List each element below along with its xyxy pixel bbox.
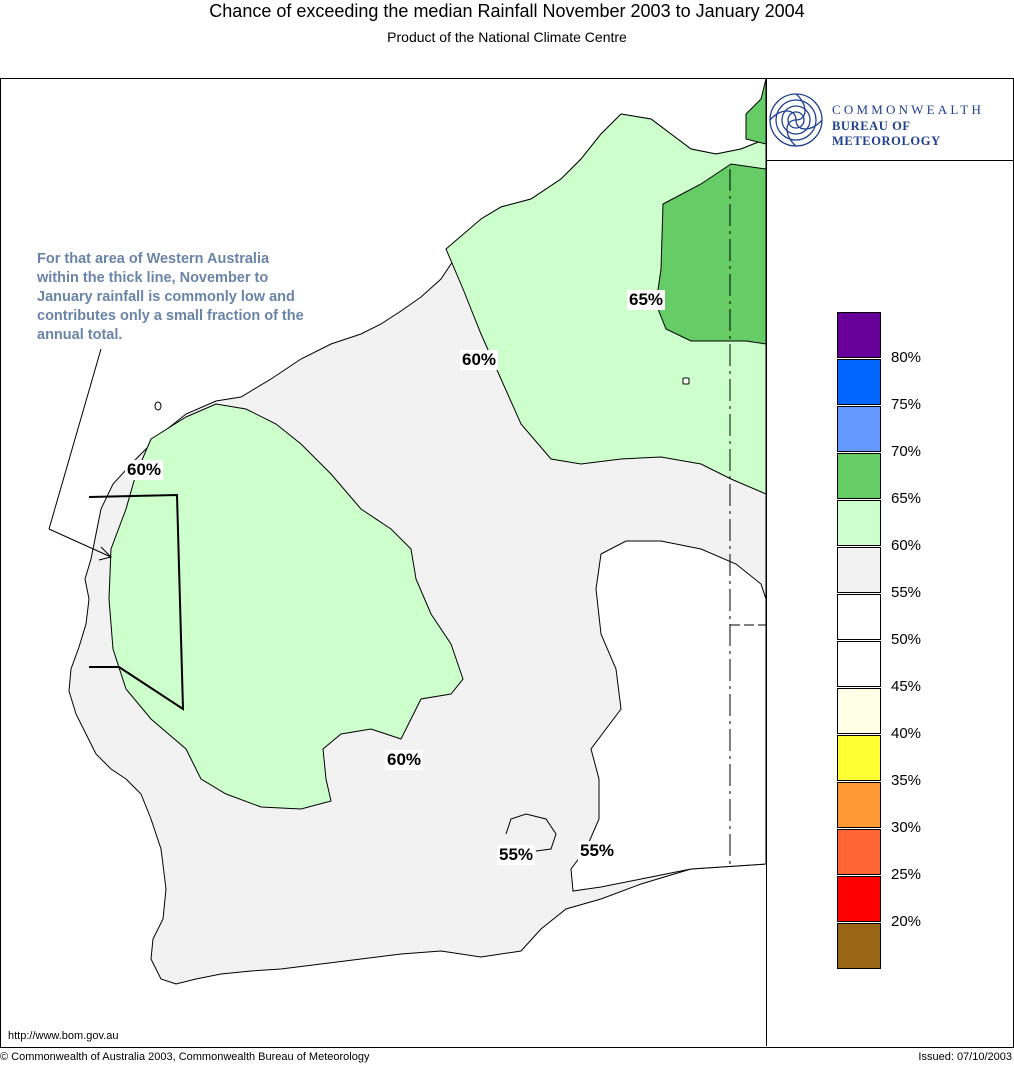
- logo-line2: BUREAU OF METEOROLOGY: [832, 119, 941, 148]
- legend-label: 75%: [891, 396, 922, 413]
- legend-label: 80%: [891, 349, 922, 366]
- label-north-65: 65%: [627, 290, 666, 310]
- map-subtitle: Product of the National Climate Centre: [387, 29, 627, 45]
- issued-date: Issued: 07/10/2003: [918, 1051, 1012, 1063]
- thick-line-region: [88, 493, 185, 711]
- label-west-60: 60%: [125, 460, 164, 480]
- annotation-line-1: [48, 348, 102, 530]
- copyright: © Commonwealth of Australia 2003, Common…: [0, 1051, 370, 1063]
- legend-swatch: [837, 829, 881, 875]
- label-south-55a: 55%: [497, 845, 536, 865]
- legend-swatch: [837, 312, 881, 358]
- zone-60-west: [108, 403, 464, 810]
- annotation-note: For that area of Western Australia withi…: [37, 251, 304, 343]
- label-north-60: 60%: [460, 350, 499, 370]
- legend-label: 55%: [891, 584, 922, 601]
- legend-label: 45%: [891, 678, 922, 695]
- legend-label: 30%: [891, 819, 922, 836]
- rainfall-map: [48, 79, 766, 985]
- legend-swatch: [837, 406, 881, 452]
- legend-label: 25%: [891, 866, 922, 883]
- legend-label: 20%: [891, 913, 922, 930]
- legend-swatch: [837, 782, 881, 828]
- legend-swatch: [837, 876, 881, 922]
- legend-swatch: [837, 500, 881, 546]
- legend-label: 40%: [891, 725, 922, 742]
- legend-label: 35%: [891, 772, 922, 789]
- legend-swatch: [837, 453, 881, 499]
- zone-50-southeast: [570, 540, 766, 892]
- label-south-55b: 55%: [578, 841, 617, 861]
- logo-line1: COMMONWEALTH: [832, 102, 985, 117]
- island-west: [154, 401, 162, 411]
- annotation-line-2: [48, 528, 112, 558]
- legend-label: 50%: [891, 631, 922, 648]
- legend-swatch: [837, 735, 881, 781]
- legend-label: 70%: [891, 443, 922, 460]
- legend-swatch: [837, 688, 881, 734]
- legend-swatch: [837, 923, 881, 969]
- logo-separator: [767, 160, 1013, 161]
- annotation-arrowhead: [98, 546, 112, 561]
- zone-55-loop: [505, 813, 557, 852]
- website-url[interactable]: http://www.bom.gov.au: [8, 1030, 119, 1042]
- map-title: Chance of exceeding the median Rainfall …: [209, 1, 805, 21]
- legend-swatch: [837, 547, 881, 593]
- legend-swatch: [837, 641, 881, 687]
- bom-logo: COMMONWEALTH BUREAU OF METEOROLOGY: [768, 86, 1012, 156]
- legend-swatch: [837, 359, 881, 405]
- bom-swirl-icon: [769, 93, 823, 147]
- zone-65-edge: [745, 79, 766, 145]
- label-central-60: 60%: [385, 750, 424, 770]
- legend-label: 65%: [891, 490, 922, 507]
- legend-swatch: [837, 594, 881, 640]
- panel-divider: [766, 79, 767, 1046]
- legend-label: 60%: [891, 537, 922, 554]
- island: [682, 377, 690, 385]
